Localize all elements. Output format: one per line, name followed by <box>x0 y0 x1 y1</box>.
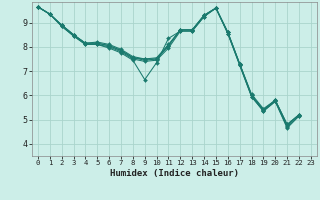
X-axis label: Humidex (Indice chaleur): Humidex (Indice chaleur) <box>110 169 239 178</box>
